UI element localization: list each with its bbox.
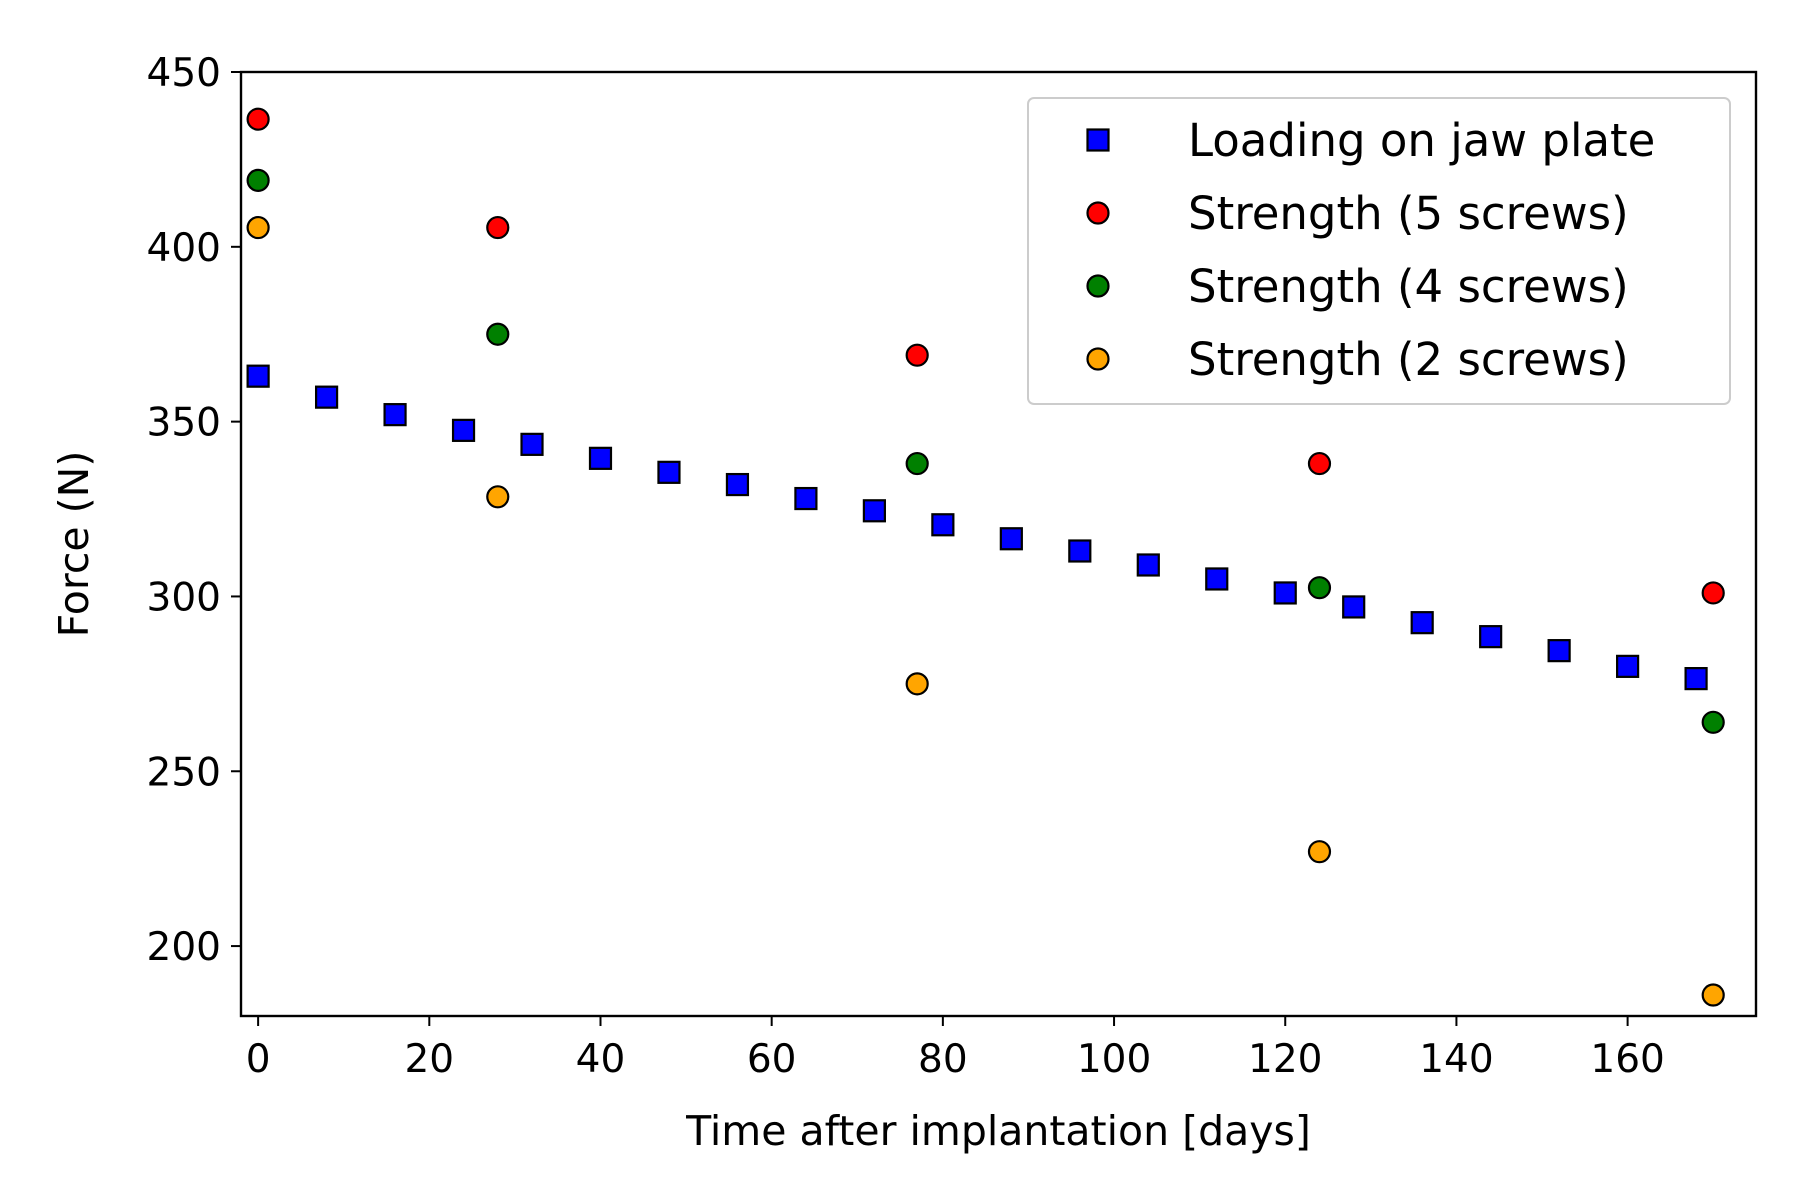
x-tick-label: 140 <box>1419 1037 1493 1082</box>
x-tick-label: 120 <box>1248 1037 1322 1082</box>
data-point <box>1479 625 1503 649</box>
legend-box <box>1027 97 1731 405</box>
series-0-points <box>246 364 1708 691</box>
data-point <box>246 364 270 388</box>
data-point <box>905 343 929 367</box>
x-axis-ticks: 0 20 40 60 80 100 120 140 160 <box>246 1016 1665 1082</box>
series-3-points <box>246 215 1725 1007</box>
data-point <box>1410 611 1434 635</box>
y-axis-label: Force (N) <box>50 451 98 638</box>
data-point <box>1307 451 1332 476</box>
data-point <box>1205 567 1229 591</box>
legend-item: Loading on jaw plate <box>1086 114 1655 167</box>
data-point <box>657 460 681 484</box>
legend-item: Strength (5 screws) <box>1086 187 1629 240</box>
data-point <box>1547 639 1571 663</box>
data-point <box>905 672 929 696</box>
y-axis-ticks: 200 250 300 350 400 450 <box>147 51 241 970</box>
data-point <box>486 322 510 346</box>
data-point <box>931 513 955 537</box>
legend-label: Loading on jaw plate <box>1188 114 1655 167</box>
x-axis-label: Time after implantation [days] <box>685 1107 1311 1155</box>
x-tick-label: 20 <box>404 1037 454 1082</box>
plot-area-frame <box>239 70 1758 1018</box>
data-point <box>725 472 750 497</box>
data-point <box>383 403 407 427</box>
plot-marks <box>246 107 1725 1007</box>
legend-label: Strength (4 screws) <box>1188 260 1629 313</box>
data-point <box>486 485 510 509</box>
series-2-points <box>246 168 1725 734</box>
y-tick-label: 450 <box>147 51 221 96</box>
data-point <box>314 385 339 409</box>
legend-item: Strength (2 screws) <box>1086 333 1629 386</box>
data-point <box>246 168 270 192</box>
data-point <box>1342 595 1366 619</box>
data-point <box>1701 983 1725 1007</box>
legend: Loading on jaw plate Strength (5 screws) S… <box>1027 97 1731 405</box>
data-point <box>1701 581 1725 605</box>
data-point <box>862 499 886 523</box>
data-point <box>794 486 818 511</box>
data-point <box>520 432 544 456</box>
data-point <box>1273 581 1297 605</box>
y-tick-label: 200 <box>147 925 221 970</box>
legend-item: Strength (4 screws) <box>1086 260 1629 313</box>
x-tick-label: 40 <box>576 1037 626 1082</box>
data-point <box>486 215 510 240</box>
y-tick-label: 250 <box>147 750 221 795</box>
data-point <box>905 451 929 476</box>
y-tick-label: 350 <box>147 401 221 446</box>
y-tick-label: 300 <box>147 575 221 620</box>
data-point <box>999 527 1023 551</box>
x-tick-label: 100 <box>1077 1037 1151 1082</box>
series-1-points <box>246 107 1725 605</box>
data-point <box>1068 539 1092 563</box>
data-point <box>1307 576 1332 600</box>
legend-marker <box>1086 274 1110 298</box>
data-point <box>246 107 270 131</box>
data-point <box>246 215 270 240</box>
x-tick-label: 0 <box>246 1037 271 1082</box>
x-tick-label: 160 <box>1590 1037 1664 1082</box>
data-point <box>1701 710 1725 734</box>
legend-marker <box>1086 128 1110 152</box>
y-tick-label: 400 <box>147 226 221 271</box>
legend-marker <box>1086 347 1110 371</box>
data-point <box>588 446 613 470</box>
data-point <box>1684 667 1708 691</box>
legend-marker <box>1086 201 1110 225</box>
data-point <box>451 418 476 442</box>
data-point <box>1616 654 1640 678</box>
x-tick-label: 80 <box>918 1037 968 1082</box>
data-point <box>1307 840 1332 864</box>
legend-label: Strength (2 screws) <box>1188 333 1629 386</box>
x-tick-label: 60 <box>747 1037 797 1082</box>
legend-label: Strength (5 screws) <box>1188 187 1629 240</box>
data-point <box>1136 553 1160 577</box>
